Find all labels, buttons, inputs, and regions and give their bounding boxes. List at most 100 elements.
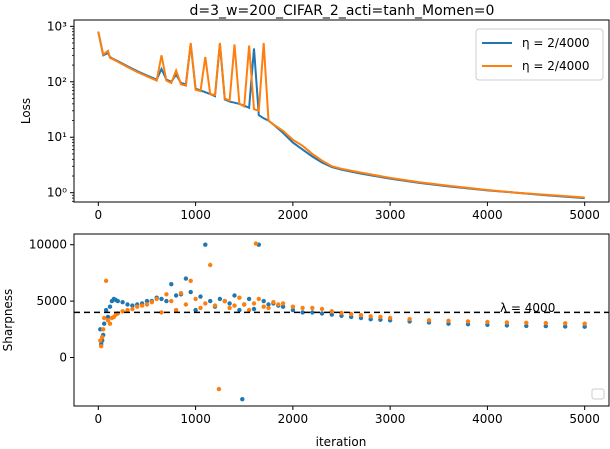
empty-legend-box: [591, 388, 605, 400]
sharpness-xtick-label: 0: [94, 412, 102, 426]
sharpness-series-1-point: [237, 307, 242, 313]
loss-xtick-label: 4000: [472, 208, 503, 222]
sharpness-series-1-point: [130, 303, 135, 308]
sharpness-series-2-point: [271, 300, 276, 305]
loss-yaxis: 10⁰ 10¹ 10² 10³: [47, 19, 74, 202]
sharpness-series-2-point: [446, 318, 451, 323]
loss-xtick-label: 3000: [375, 208, 406, 222]
sharpness-series-1-point: [103, 307, 109, 313]
sharpness-series-1-point: [164, 298, 169, 304]
loss-xtick-label: 2000: [278, 208, 309, 222]
sharpness-series-2-point: [149, 300, 154, 305]
sharpness-series-1-point: [208, 298, 213, 304]
sharpness-series-2-point: [251, 301, 257, 306]
sharpness-series-1-point: [300, 310, 305, 315]
legend-box: [475, 28, 604, 81]
sharpness-series-1-point: [144, 298, 150, 304]
loss-xtick-label: 0: [94, 208, 102, 222]
sharpness-series-2-point: [139, 303, 145, 308]
loss-panel: d=3_w=200_CIFAR_2_acti=tanh_Momen=0 Loss…: [19, 3, 610, 222]
sharpness-series-2-point: [242, 302, 247, 307]
sharpness-series-2-point: [358, 313, 364, 318]
sharpness-series-2-point: [159, 310, 164, 315]
sharpness-yaxis: 0 5000 10000: [29, 238, 74, 365]
sharpness-series-1-point: [310, 310, 315, 315]
sharpness-series-2-point: [256, 296, 261, 302]
sharpness-series-2-point: [310, 305, 315, 311]
sharpness-series-2-point: [105, 318, 111, 323]
sharpness-series-1-point: [251, 306, 257, 312]
loss-xtick-label: 5000: [569, 208, 600, 222]
sharpness-series-1-point: [203, 242, 208, 247]
sharpness-series-2-point: [130, 306, 135, 312]
sharpness-plot-area: [74, 241, 609, 402]
sharpness-series-1-point: [188, 289, 193, 295]
chart-title: d=3_w=200_CIFAR_2_acti=tanh_Momen=0: [190, 3, 495, 19]
sharpness-series-1-point: [193, 307, 198, 313]
sharpness-series-1-point: [183, 276, 189, 281]
sharpness-series-2-point: [276, 302, 281, 307]
sharpness-series-2-point: [100, 335, 105, 340]
sharpness-series-2-point: [378, 314, 383, 320]
sharpness-series-1-point: [261, 298, 266, 304]
sharpness-series-1-point: [105, 314, 111, 320]
sharpness-xtick-label: 3000: [375, 412, 406, 426]
sharpness-series-2-point: [349, 311, 354, 317]
sharpness-series-2-point: [120, 309, 125, 314]
sharpness-series-2-point: [198, 305, 203, 311]
sharpness-series-1-point: [107, 304, 113, 309]
sharpness-series-1-point: [217, 296, 223, 302]
sharpness-series-1-point: [115, 298, 121, 304]
sharpness-series-2-point: [103, 278, 109, 283]
sharpness-series-2-point: [524, 320, 529, 325]
sharpness-series-2-point: [188, 278, 193, 283]
sharpness-series-2-point: [368, 314, 373, 319]
sharpness-xtick-label: 2000: [278, 412, 309, 426]
sharpness-series-2-point: [178, 291, 184, 296]
sharpness-series-1-point: [169, 282, 174, 287]
loss-series-2-line: [97, 31, 585, 199]
sharpness-series-2-point: [300, 305, 305, 311]
sharpness-series-2-point: [164, 292, 169, 297]
sharpness-series-2-point: [212, 303, 218, 308]
sharpness-series-1-point: [563, 324, 568, 329]
loss-ytick-label: 10¹: [47, 130, 67, 144]
sharpness-series-2-point: [101, 327, 106, 332]
sharpness-xaxis: 0 1000 2000 3000 4000 5000: [94, 406, 600, 426]
sharpness-series-2-point: [266, 305, 271, 311]
sharpness-series-1-point: [102, 321, 107, 326]
sharpness-panel: Sharpness 0 1000 2000 3000 4000 5000 0 5000 100…: [1, 233, 610, 449]
sharpness-series-2-point: [465, 319, 471, 324]
sharpness-series-2-point: [125, 307, 130, 313]
loss-ytick-label: 10²: [47, 75, 67, 89]
sharpness-series-2-point: [169, 298, 174, 304]
sharpness-series-2-point: [107, 321, 113, 326]
legend-label-series-2: η = 2/4000: [522, 59, 590, 73]
loss-xtick-label: 1000: [180, 208, 211, 222]
sharpness-xtick-label: 1000: [180, 412, 211, 426]
sharpness-series-2-point: [543, 320, 548, 326]
sharpness-xtick-label: 5000: [569, 412, 600, 426]
sharpness-series-2-point: [232, 303, 237, 308]
sharpness-series-2-point: [563, 321, 568, 326]
sharpness-series-2-point: [426, 318, 432, 323]
sharpness-ytick-label: 10000: [29, 238, 67, 252]
sharpness-series-2-point: [407, 317, 412, 322]
loss-ytick-label: 10³: [47, 19, 67, 33]
sharpness-ytick-label: 0: [59, 351, 67, 365]
sharpness-series-1-point: [227, 301, 232, 306]
sharpness-series-2-point: [253, 241, 259, 246]
sharpness-series-2-point: [135, 304, 140, 309]
sharpness-series-2-point: [246, 307, 252, 313]
iteration-xlabel: iteration: [316, 435, 367, 449]
sharpness-series-2-point: [387, 315, 393, 321]
sharpness-series-1-point: [125, 302, 130, 307]
legend-label-series-1: η = 2/4000: [522, 36, 590, 50]
sharpness-series-1-point: [524, 323, 529, 329]
loss-xaxis: 0 1000 2000 3000 4000 5000: [94, 202, 600, 222]
reference-line-label: λ = 4000: [500, 301, 555, 315]
sharpness-series-2-point: [339, 310, 344, 316]
sharpness-series-2-point: [183, 302, 189, 307]
sharpness-series-2-point: [237, 295, 242, 300]
